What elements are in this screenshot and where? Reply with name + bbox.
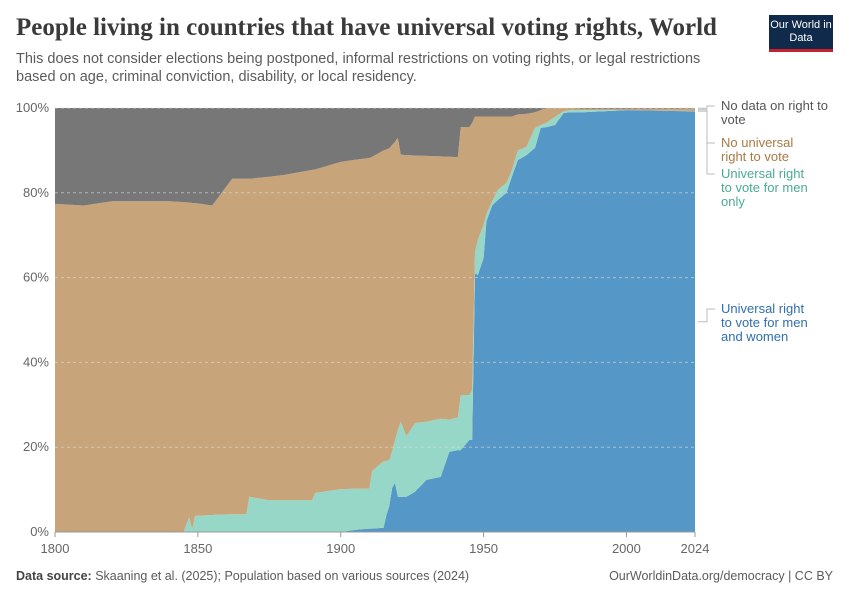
y-tick-label: 80% xyxy=(23,185,49,200)
x-tick-label: 1900 xyxy=(326,541,355,556)
x-tick-label: 1800 xyxy=(41,541,70,556)
legend-label: No data on right to vote xyxy=(721,98,828,127)
legend-connector xyxy=(698,308,715,323)
y-tick-label: 40% xyxy=(23,354,49,369)
source-label: Data source: xyxy=(16,569,92,583)
chart-subtitle: This does not consider elections being p… xyxy=(16,51,701,85)
legend-connector xyxy=(698,109,715,144)
logo-text: Our World in Data xyxy=(770,19,832,44)
legend-connector xyxy=(698,105,715,109)
area-universal-right-to-vote-for-men-and-women xyxy=(55,110,695,533)
x-tick-label: 1950 xyxy=(469,541,498,556)
x-tick-label: 2000 xyxy=(612,541,641,556)
y-tick-label: 100% xyxy=(16,100,50,115)
y-tick-label: 0% xyxy=(30,524,49,539)
area-no-data-on-right-to-vote xyxy=(55,108,695,206)
legend-label: Universal right to vote for men and women xyxy=(721,301,808,344)
source-text: Skaaning et al. (2025); Population based… xyxy=(95,569,470,583)
x-tick-label: 1850 xyxy=(183,541,212,556)
area-no-universal-right-to-vote xyxy=(55,108,695,532)
data-source: Data source: Skaaning et al. (2025); Pop… xyxy=(16,569,469,583)
legend-label: Universal right to vote for men only xyxy=(721,166,808,209)
legend-label: No universal right to vote xyxy=(721,135,793,164)
footer-link[interactable]: OurWorldinData.org/democracy | CC BY xyxy=(609,569,833,583)
x-tick-label: 2024 xyxy=(681,541,710,556)
chart-title: People living in countries that have uni… xyxy=(16,14,717,41)
y-tick-label: 20% xyxy=(23,439,49,454)
y-tick-label: 60% xyxy=(23,270,49,285)
owid-logo[interactable]: Our World in Data xyxy=(769,15,833,52)
